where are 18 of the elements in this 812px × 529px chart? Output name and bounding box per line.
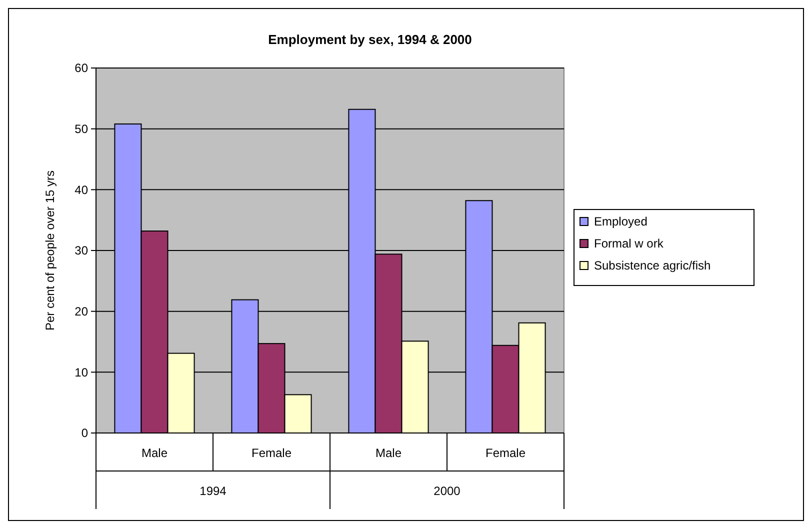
y-tick-label: 20 [74, 304, 88, 319]
x-tick-label: Female [251, 446, 292, 460]
x-tick-label: Male [141, 446, 168, 460]
y-tick-label: 10 [74, 365, 88, 380]
chart-title: Employment by sex, 1994 & 2000 [268, 32, 472, 47]
y-tick-label: 30 [74, 244, 88, 258]
legend-label: Employed [594, 214, 648, 229]
y-tick-label: 0 [81, 426, 88, 440]
x-tick-label: Female [485, 446, 526, 460]
legend-label: Formal w ork [594, 236, 664, 251]
y-tick-label: 40 [74, 182, 88, 197]
legend-label: Subsistence agric/fish [594, 258, 711, 273]
x-tick-label: Male [375, 446, 402, 460]
text: 2000 [434, 484, 461, 498]
y-axis-title: Per cent of people over 15 yrs [43, 170, 57, 331]
y-tick-label: 50 [74, 122, 88, 136]
y-tick-label: 60 [74, 61, 88, 76]
text: 1994 [200, 484, 227, 498]
